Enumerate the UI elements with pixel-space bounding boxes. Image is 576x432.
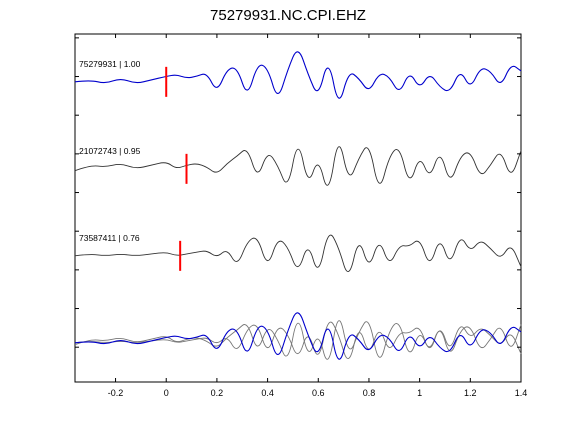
x-axis: -0.2 0 0.2 0.4 0.6 0.8 1 1.2 1.4 [108, 34, 527, 398]
trace-label: 73587411 | 0.76 [79, 233, 140, 243]
x-tick-label: 0.2 [211, 388, 224, 398]
chart-title: 75279931.NC.CPI.EHZ [210, 7, 366, 24]
x-tick-label: -0.2 [108, 388, 124, 398]
trace-1: 75279931 | 1.00 [74, 51, 522, 99]
x-tick-label: 0.4 [261, 388, 274, 398]
traces-group: 75279931 | 1.00 21072743 | 0.95 73587411 |… [74, 51, 522, 360]
overlay-line [74, 320, 522, 360]
trace-label: 75279931 | 1.00 [79, 59, 141, 69]
x-tick-label: 0.8 [363, 388, 376, 398]
x-tick-label: 1.4 [515, 388, 528, 398]
x-tick-label: 1 [417, 388, 422, 398]
trace-2: 21072743 | 0.95 [74, 146, 522, 186]
trace-line [74, 234, 522, 272]
x-tick-label: 0.6 [312, 388, 325, 398]
overlay-line [74, 321, 522, 359]
trace-line [74, 146, 522, 186]
trace-line [74, 51, 522, 99]
plot-frame [74, 33, 522, 383]
trace-label: 21072743 | 0.95 [79, 146, 141, 156]
overlay-line [74, 312, 522, 360]
trace-3: 73587411 | 0.76 [74, 233, 522, 272]
x-tick-label: 1.2 [464, 388, 477, 398]
x-tick-label: 0 [164, 388, 169, 398]
y-axis [75, 37, 521, 348]
overlay-traces [74, 312, 522, 360]
